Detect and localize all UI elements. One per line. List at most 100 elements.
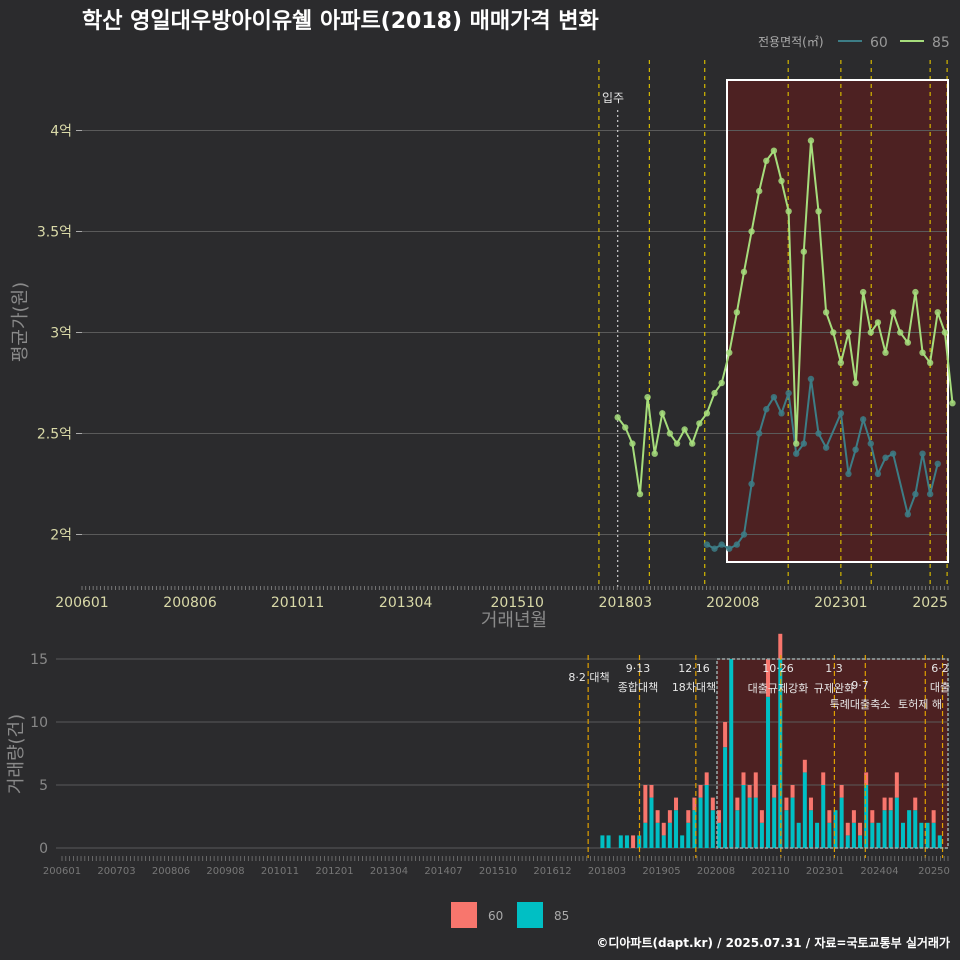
- policy-name-label: 규제완화: [814, 682, 854, 695]
- volume-bar-85: [704, 785, 709, 848]
- volume-bar-60: [821, 772, 826, 785]
- volume-x-tick-label: 201905: [642, 866, 680, 877]
- volume-bar-85: [845, 835, 850, 848]
- volume-highlight-border: [716, 658, 949, 849]
- volume-bar-85: [851, 822, 856, 848]
- volume-bar-85: [784, 810, 789, 848]
- data-point-60: [763, 406, 770, 413]
- data-point-85: [778, 177, 785, 185]
- volume-x-tick-label: 202301: [806, 866, 844, 877]
- data-point-60: [815, 430, 822, 437]
- volume-bar-60: [802, 759, 807, 773]
- volume-x-tick-label: 201510: [479, 866, 517, 877]
- volume-bar-60: [674, 797, 679, 811]
- data-point-60: [889, 450, 897, 457]
- volume-bar-60: [772, 785, 777, 798]
- data-point-85: [785, 208, 792, 215]
- x-tick-label: 2025: [912, 595, 948, 611]
- data-point-60: [711, 545, 718, 552]
- volume-bar-60: [698, 785, 703, 798]
- volume-bar-85: [710, 810, 715, 848]
- x-tick-label: 200806: [163, 595, 217, 611]
- data-point-60: [748, 480, 755, 488]
- data-point-85: [726, 349, 733, 356]
- volume-x-tick-label: 202110: [751, 866, 789, 877]
- volume-bar-60: [643, 785, 648, 823]
- volume-y-tick-label: 0: [39, 841, 48, 857]
- volume-bar-85: [655, 822, 660, 848]
- volume-bar-85: [827, 822, 832, 848]
- data-point-85: [733, 309, 741, 316]
- data-point-60: [852, 446, 859, 453]
- legend-swatch-85: [517, 902, 543, 928]
- legend-title: 전용면적(㎡): [758, 35, 824, 49]
- volume-bar-85: [894, 797, 899, 848]
- data-point-60: [793, 450, 800, 457]
- data-point-60: [770, 393, 778, 401]
- data-point-60: [859, 416, 867, 423]
- volume-bar-85: [790, 797, 795, 848]
- volume-bar-60: [759, 810, 764, 823]
- volume-bar-85: [606, 835, 611, 848]
- bottom-legend-label-85: 85: [554, 909, 569, 923]
- volume-bar-85: [772, 797, 777, 848]
- data-point-85: [740, 268, 748, 276]
- data-point-85: [689, 440, 696, 447]
- highlight-border: [726, 79, 949, 563]
- volume-bar-85: [649, 797, 654, 848]
- volume-bar-60: [747, 785, 752, 798]
- volume-bar-85: [624, 835, 629, 848]
- volume-bar-85: [661, 835, 666, 848]
- data-point-85: [822, 309, 830, 316]
- volume-bar-60: [710, 797, 715, 811]
- data-point-60: [726, 545, 733, 552]
- policy-date-label: 9·7: [851, 679, 869, 692]
- volume-bar-60: [735, 797, 740, 811]
- data-point-85: [882, 349, 889, 356]
- highlight-region: [727, 80, 948, 562]
- data-point-60: [845, 470, 852, 478]
- data-point-60: [733, 541, 741, 548]
- volume-bar-85: [698, 797, 703, 848]
- volume-bar-85: [686, 822, 691, 848]
- data-point-60: [912, 490, 919, 498]
- data-point-85: [874, 319, 882, 326]
- policy-name-label: 토허제 해: [898, 697, 942, 711]
- volume-bar-60: [723, 722, 728, 748]
- volume-bar-60: [655, 810, 660, 823]
- volume-bar-85: [839, 797, 844, 848]
- volume-bar-85: [674, 810, 679, 848]
- data-point-85: [859, 288, 867, 296]
- volume-bar-60: [692, 797, 697, 811]
- data-point-85: [622, 424, 629, 431]
- y-axis-title: 평균가(원): [10, 282, 31, 362]
- data-point-85: [800, 248, 808, 255]
- volume-bar-60: [766, 659, 771, 697]
- legend-label-60: 60: [870, 35, 888, 51]
- volume-bar-85: [931, 822, 936, 848]
- data-point-85: [904, 339, 912, 346]
- policy-date-label: 6·2: [931, 662, 949, 675]
- data-point-85: [889, 309, 897, 316]
- volume-x-tick-label: 201612: [533, 866, 571, 877]
- volume-bar-60: [686, 810, 691, 823]
- volume-bar-60: [913, 797, 918, 811]
- volume-x-tick-label: 202404: [860, 866, 898, 877]
- volume-x-tick-label: 200601: [43, 866, 81, 877]
- top-legend: 전용면적(㎡) 60 85: [758, 35, 950, 51]
- data-point-60: [934, 460, 941, 467]
- data-point-85: [666, 430, 674, 437]
- data-point-60: [874, 470, 882, 478]
- bottom-legend-label-60: 60: [488, 909, 503, 923]
- volume-bar-85: [729, 659, 734, 848]
- data-point-85: [696, 420, 703, 427]
- data-point-85: [807, 137, 815, 144]
- data-point-60: [837, 410, 845, 417]
- volume-x-tick-label: 201803: [588, 866, 626, 877]
- volume-bar-85: [766, 696, 771, 848]
- data-point-85: [644, 393, 651, 401]
- volume-bar-85: [925, 822, 930, 848]
- volume-bar-85: [876, 822, 881, 848]
- x-tick-label: 201803: [599, 595, 652, 611]
- volume-bar-60: [704, 772, 709, 785]
